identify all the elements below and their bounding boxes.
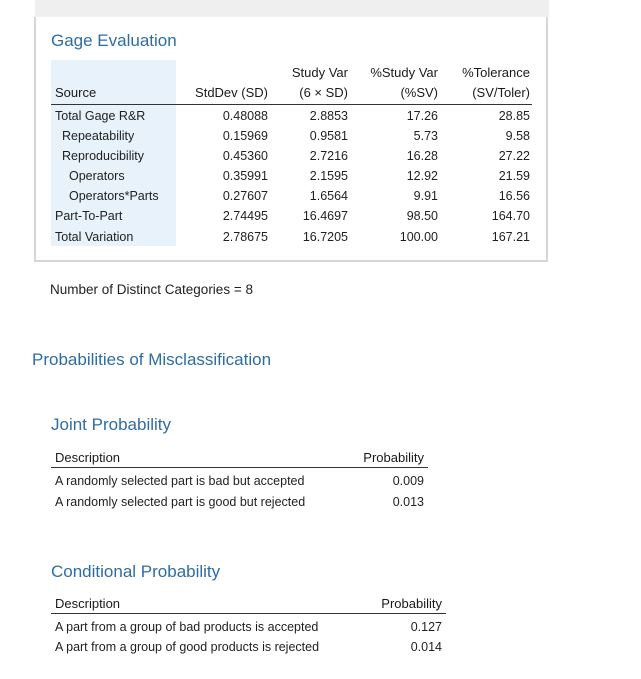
- row-pct-studyvar: 12.92: [406, 169, 438, 183]
- header-pct-tolerance-line1: %Tolerance: [462, 65, 530, 80]
- conditional-header-rule: [51, 613, 446, 614]
- row-pct-tolerance: 167.21: [491, 230, 530, 244]
- conditional-header-description: Description: [55, 596, 121, 611]
- header-pct-studyvar-line1: %Study Var: [370, 65, 438, 80]
- row-studyvar: 0.9581: [309, 129, 348, 143]
- row-pct-studyvar: 100.00: [399, 230, 438, 244]
- row-pct-studyvar: 16.28: [406, 149, 438, 163]
- joint-row-description: A randomly selected part is bad but acce…: [55, 474, 305, 488]
- top-strip: [35, 0, 549, 17]
- row-pct-studyvar: 9.91: [413, 189, 438, 203]
- header-source: Source: [55, 85, 97, 100]
- joint-row-probability: 0.009: [392, 474, 424, 488]
- header-rule: [51, 104, 532, 105]
- row-pct-studyvar: 98.50: [406, 209, 438, 223]
- row-source: Part-To-Part: [55, 209, 123, 223]
- header-studyvar-line2: (6 × SD): [299, 85, 348, 100]
- row-pct-tolerance: 21.59: [498, 169, 530, 183]
- row-studyvar: 1.6564: [309, 189, 348, 203]
- joint-header-rule: [51, 467, 428, 468]
- row-studyvar: 2.7216: [309, 149, 348, 163]
- row-studyvar: 16.7205: [302, 230, 348, 244]
- row-source: Operators: [69, 169, 125, 183]
- joint-probability-title: Joint Probability: [51, 415, 172, 434]
- row-stddev: 0.27607: [222, 189, 268, 203]
- gage-evaluation-title: Gage Evaluation: [51, 31, 177, 50]
- row-source: Total Gage R&R: [55, 109, 146, 123]
- row-studyvar: 2.1595: [309, 169, 348, 183]
- source-column-background: [51, 60, 176, 246]
- joint-row-probability: 0.013: [392, 495, 424, 509]
- conditional-probability-title: Conditional Probability: [51, 562, 221, 581]
- joint-header-description: Description: [55, 450, 121, 465]
- row-source: Total Variation: [55, 230, 134, 244]
- conditional-row-description: A part from a group of bad products is a…: [55, 620, 319, 634]
- joint-row-description: A randomly selected part is good but rej…: [55, 495, 306, 509]
- row-pct-tolerance: 16.56: [498, 189, 530, 203]
- row-stddev: 0.15969: [222, 129, 268, 143]
- row-pct-tolerance: 9.58: [505, 129, 530, 143]
- row-pct-studyvar: 5.73: [413, 129, 438, 143]
- conditional-row-probability: 0.014: [410, 640, 442, 654]
- header-pct-tolerance-line2: (SV/Toler): [472, 85, 530, 100]
- row-studyvar: 2.8853: [309, 109, 348, 123]
- misclassification-title: Probabilities of Misclassification: [32, 350, 272, 369]
- header-stddev: StdDev (SD): [195, 85, 268, 100]
- row-pct-tolerance: 27.22: [498, 149, 530, 163]
- row-pct-tolerance: 164.70: [491, 209, 530, 223]
- joint-header-probability: Probability: [363, 450, 424, 465]
- row-stddev: 0.35991: [222, 169, 268, 183]
- conditional-row-description: A part from a group of good products is …: [55, 640, 320, 654]
- row-pct-tolerance: 28.85: [498, 109, 530, 123]
- row-stddev: 0.45360: [222, 149, 268, 163]
- header-studyvar-line1: Study Var: [291, 65, 348, 80]
- row-pct-studyvar: 17.26: [406, 109, 438, 123]
- conditional-row-probability: 0.127: [410, 620, 442, 634]
- row-stddev: 0.48088: [222, 109, 268, 123]
- distinct-categories-text: Number of Distinct Categories = 8: [50, 282, 253, 297]
- row-source: Reproducibility: [62, 149, 144, 163]
- header-pct-studyvar-line2: (%SV): [400, 85, 438, 100]
- row-source: Operators*Parts: [69, 189, 159, 203]
- conditional-header-probability: Probability: [381, 596, 442, 611]
- row-source: Repeatability: [62, 129, 135, 143]
- row-stddev: 2.78675: [222, 230, 268, 244]
- row-stddev: 2.74495: [222, 209, 268, 223]
- row-studyvar: 16.4697: [302, 209, 348, 223]
